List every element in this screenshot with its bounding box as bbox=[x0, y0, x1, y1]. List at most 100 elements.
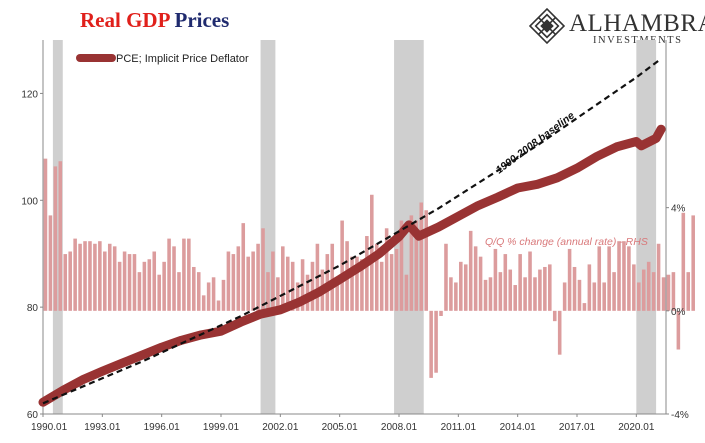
rhs-bar bbox=[112, 246, 117, 311]
rhs-bar bbox=[53, 166, 58, 311]
rhs-bar bbox=[350, 256, 354, 311]
rhs-bar bbox=[330, 243, 335, 311]
rhs-bar bbox=[241, 223, 246, 311]
y-right-tick-label: 4% bbox=[671, 204, 686, 215]
rhs-bar bbox=[557, 310, 562, 355]
alhambra-diamond-logo-icon bbox=[529, 8, 565, 44]
y-left-tick-label: 120 bbox=[21, 89, 38, 100]
rhs-bar bbox=[290, 261, 295, 311]
rhs-bar bbox=[548, 264, 552, 311]
rhs-bar bbox=[439, 310, 443, 316]
x-tick-label: 1993.01 bbox=[84, 422, 121, 433]
x-tick-label: 1990.01 bbox=[31, 422, 68, 433]
rhs-bar bbox=[533, 277, 537, 311]
rhs-bar bbox=[132, 254, 137, 311]
rhs-bar bbox=[582, 303, 587, 311]
rhs-bar bbox=[226, 251, 231, 311]
rhs-bars bbox=[43, 158, 695, 378]
rhs-bar bbox=[271, 251, 275, 311]
rhs-bar bbox=[488, 277, 493, 311]
rhs-bar bbox=[107, 243, 112, 311]
rhs-bar bbox=[434, 310, 438, 373]
rhs-annotation: Q/Q % change (annual rate) - RHS bbox=[485, 236, 648, 248]
rhs-bar bbox=[68, 251, 72, 311]
rhs-bar bbox=[310, 261, 315, 311]
rhs-bar bbox=[266, 272, 270, 311]
rhs-bar bbox=[206, 282, 211, 311]
rhs-bar bbox=[552, 310, 557, 322]
rhs-bar bbox=[562, 282, 567, 311]
rhs-bar bbox=[211, 277, 216, 311]
series-lines bbox=[38, 57, 666, 407]
rhs-bar bbox=[295, 282, 300, 311]
rhs-bar bbox=[187, 238, 191, 311]
rhs-bar bbox=[676, 310, 681, 350]
x-tick-label: 2002.01 bbox=[262, 422, 299, 433]
rhs-bar bbox=[468, 230, 473, 311]
rhs-bar bbox=[538, 269, 542, 311]
rhs-bar bbox=[622, 241, 626, 311]
rhs-bar bbox=[127, 254, 132, 311]
rhs-bar bbox=[661, 277, 666, 311]
rhs-bar bbox=[459, 261, 463, 311]
rhs-bar bbox=[167, 238, 171, 311]
rhs-bar bbox=[394, 248, 399, 311]
x-tick-label: 2008.01 bbox=[381, 422, 418, 433]
x-tick-label: 2017.01 bbox=[559, 422, 596, 433]
rhs-bar bbox=[646, 261, 651, 311]
rhs-bar bbox=[444, 243, 448, 311]
rhs-bar bbox=[572, 266, 577, 311]
rhs-bar bbox=[365, 236, 369, 311]
x-tick-label: 2014.01 bbox=[500, 422, 537, 433]
baseline-line bbox=[42, 57, 662, 405]
rhs-bar bbox=[567, 248, 572, 311]
rhs-bar bbox=[221, 279, 226, 311]
rhs-bar bbox=[379, 261, 384, 311]
rhs-bar bbox=[587, 264, 592, 311]
rhs-bar bbox=[429, 310, 433, 378]
rhs-bar bbox=[93, 243, 97, 311]
recession-shading bbox=[52, 40, 657, 414]
legend-label: PCE; Implicit Price Deflator bbox=[116, 53, 249, 65]
y-left-tick-label: 80 bbox=[27, 303, 39, 314]
rhs-bar bbox=[177, 272, 181, 311]
rhs-bar bbox=[612, 272, 616, 311]
rhs-bar bbox=[335, 282, 339, 311]
rhs-bar bbox=[236, 246, 241, 311]
y-right-tick-label: -4% bbox=[671, 410, 689, 421]
rhs-bar bbox=[419, 202, 424, 311]
rhs-bar bbox=[637, 282, 641, 311]
baseline-annotation: 1990-2008 baseline bbox=[494, 109, 577, 176]
rhs-bar bbox=[172, 246, 176, 311]
rhs-bar bbox=[137, 272, 142, 311]
rhs-bar bbox=[370, 194, 374, 311]
rhs-bar bbox=[409, 215, 414, 311]
rhs-bar bbox=[196, 272, 201, 311]
x-tick-label: 1996.01 bbox=[144, 422, 181, 433]
rhs-bar bbox=[374, 243, 379, 311]
rhs-bar bbox=[276, 277, 280, 311]
rhs-bar bbox=[43, 158, 48, 311]
rhs-bar bbox=[463, 264, 468, 311]
rhs-bar bbox=[651, 272, 656, 311]
chart-title-part2: Prices bbox=[174, 8, 230, 32]
rhs-bar bbox=[182, 238, 186, 311]
rhs-bar bbox=[449, 277, 453, 311]
rhs-bar bbox=[192, 266, 196, 311]
rhs-bar bbox=[83, 241, 87, 311]
rhs-bar bbox=[78, 243, 82, 311]
rhs-bar bbox=[513, 285, 517, 311]
rhs-bar bbox=[88, 241, 92, 311]
rhs-bar bbox=[48, 215, 53, 311]
legend: PCE; Implicit Price Deflator bbox=[76, 53, 249, 65]
rhs-bar bbox=[404, 274, 409, 311]
rhs-bar bbox=[478, 256, 483, 311]
rhs-bar bbox=[384, 228, 389, 311]
rhs-bar bbox=[503, 254, 508, 311]
rhs-bar bbox=[231, 254, 236, 311]
rhs-bar bbox=[63, 254, 68, 311]
rhs-bar bbox=[117, 261, 122, 311]
recession-band bbox=[260, 40, 276, 414]
